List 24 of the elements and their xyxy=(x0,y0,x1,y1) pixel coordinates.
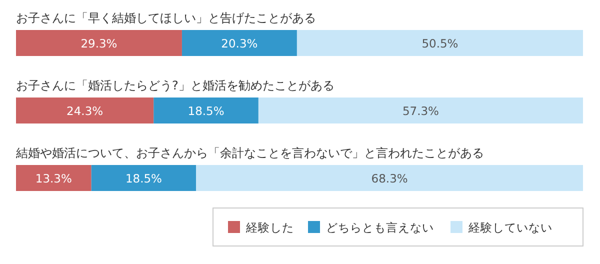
bar xyxy=(16,165,92,191)
data-label: 24.3% xyxy=(66,104,104,118)
legend-label: 経験した xyxy=(245,220,294,234)
bar xyxy=(258,98,583,124)
y-tick-label: お子さんに「婚活したらどう?」と婚活を勧めたことがある xyxy=(16,78,334,92)
legend-label: どちらとも言えない xyxy=(326,220,434,234)
data-label: 57.3% xyxy=(402,104,440,118)
data-label: 50.5% xyxy=(422,36,458,50)
bar xyxy=(154,98,258,124)
bar xyxy=(91,165,196,191)
data-label: 13.3% xyxy=(35,172,72,186)
y-tick-label: 結婚や婚活について、お子さんから「余計なことを言わないで」と言われたことがある xyxy=(15,146,484,160)
data-label: 18.5% xyxy=(125,172,162,186)
bar xyxy=(16,30,182,56)
bar xyxy=(16,98,154,124)
bar xyxy=(296,30,583,56)
data-label: 29.3% xyxy=(80,36,118,50)
bar xyxy=(182,30,297,56)
data-label: 68.3% xyxy=(371,172,408,186)
bar xyxy=(196,165,583,191)
data-label: 18.5% xyxy=(188,104,224,118)
legend-label: 経験していない xyxy=(468,220,552,234)
data-label: 20.3% xyxy=(221,36,258,50)
y-tick-label: お子さんに「早く結婚してほしい」と告げたことがある xyxy=(16,11,316,25)
